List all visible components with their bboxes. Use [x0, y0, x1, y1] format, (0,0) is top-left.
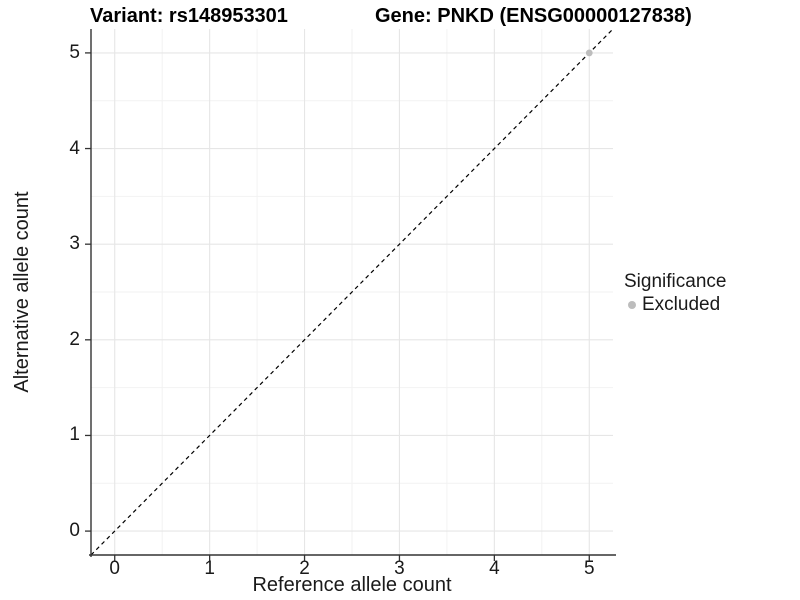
identity-dashed-line [90, 28, 614, 556]
x-tick-label: 3 [394, 558, 405, 579]
y-tick-label: 3 [69, 233, 80, 255]
data-point [585, 49, 593, 57]
legend-title: Significance [624, 271, 727, 292]
plot-title-variant: Variant: rs148953301 [90, 5, 288, 27]
y-tick-label: 2 [69, 328, 80, 350]
legend-point-icon [628, 300, 636, 309]
y-tick-label: 4 [69, 137, 80, 159]
x-tick-label: 4 [489, 558, 500, 579]
x-tick-label: 1 [204, 558, 215, 579]
x-tick-label: 2 [299, 558, 310, 579]
plot-title-gene: Gene: PNKD (ENSG00000127838) [375, 5, 692, 27]
x-tick-label: 5 [583, 558, 595, 579]
legend-item-excluded: Excluded [624, 293, 796, 316]
legend-item-label: Excluded [642, 294, 721, 315]
x-axis-title: Reference allele count [252, 574, 452, 596]
y-axis-title: Alternative allele count [11, 191, 33, 393]
legend: Significance Excluded [624, 270, 796, 316]
y-tick-label: 5 [69, 41, 80, 63]
y-tick-label: 0 [69, 520, 80, 542]
y-tick-label: 1 [69, 424, 80, 446]
x-tick-label: 0 [109, 558, 120, 579]
